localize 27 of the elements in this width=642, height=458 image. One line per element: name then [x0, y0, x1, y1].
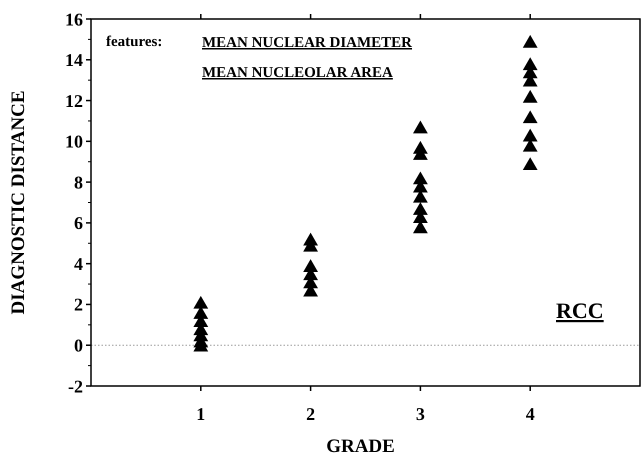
point — [522, 110, 538, 124]
y-tick-label: 12 — [65, 90, 83, 111]
x-tick-label: 2 — [306, 404, 316, 424]
y-axis-title: DIAGNOSTIC DISTANCE — [8, 90, 29, 315]
y-tick-label: 8 — [74, 172, 83, 192]
annotation: RCC — [556, 298, 604, 323]
point — [522, 128, 538, 142]
annotation: MEAN NUCLEAR DIAMETER — [202, 35, 412, 51]
y-tick-label: 14 — [65, 50, 83, 70]
point — [522, 34, 538, 48]
point — [193, 296, 208, 309]
annotation: MEAN NUCLEOLAR AREA — [202, 65, 394, 81]
x-tick-label: 1 — [196, 404, 206, 424]
point — [522, 90, 538, 103]
x-axis-title: GRADE — [326, 436, 395, 457]
y-tick-label: 0 — [74, 336, 83, 356]
y-tick-label: 4 — [74, 254, 83, 274]
y-tick-label: -2 — [68, 376, 83, 396]
annotation: features: — [106, 34, 162, 50]
point — [412, 120, 428, 134]
x-tick-label: 3 — [416, 404, 425, 424]
y-tick-label: 10 — [65, 132, 83, 152]
x-tick-label: 4 — [526, 404, 535, 424]
point — [522, 157, 538, 170]
y-tick-label: 16 — [65, 9, 83, 30]
y-tick-label: 2 — [74, 294, 83, 315]
y-tick-label: 6 — [74, 213, 83, 234]
